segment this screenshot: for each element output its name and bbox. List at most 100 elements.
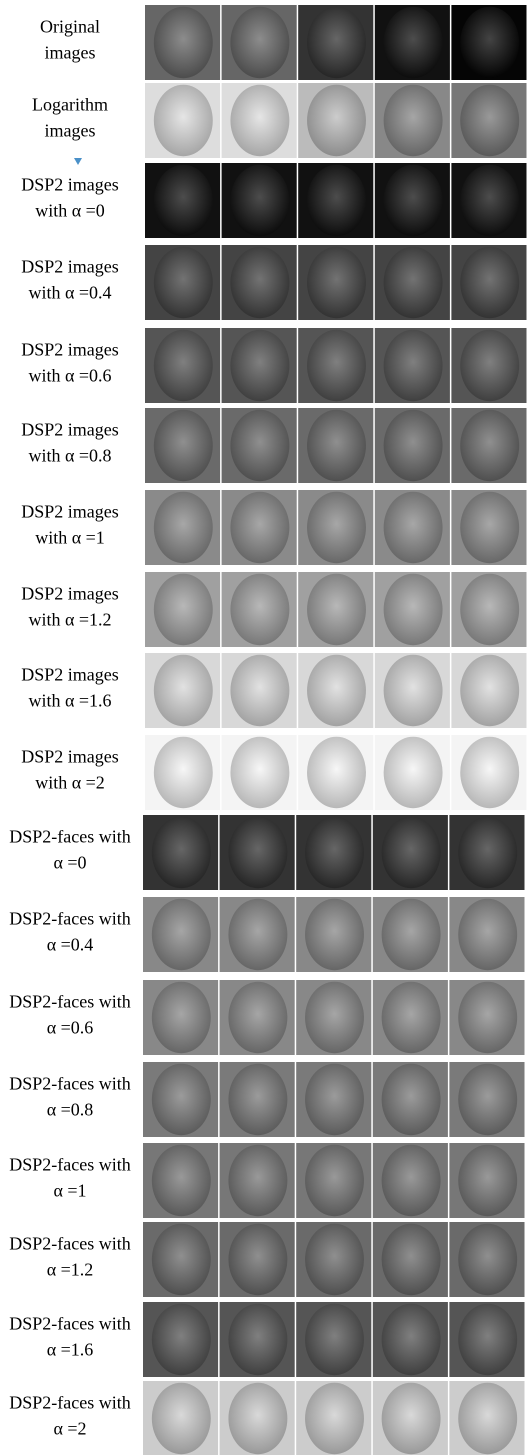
row-label: with α =0.4 bbox=[28, 283, 111, 303]
face-shading bbox=[460, 410, 519, 481]
face-shading bbox=[307, 330, 366, 401]
face-shading bbox=[382, 1064, 441, 1135]
face-shading bbox=[458, 817, 517, 888]
face-shading bbox=[307, 247, 366, 318]
row-label: α =1.6 bbox=[47, 1340, 94, 1360]
face-shading bbox=[384, 574, 443, 645]
face-shading bbox=[230, 330, 289, 401]
face-shading bbox=[305, 1383, 364, 1454]
face-shading bbox=[307, 410, 366, 481]
face-shading bbox=[307, 574, 366, 645]
row-label: DSP2-faces with bbox=[9, 827, 130, 847]
face-shading bbox=[154, 574, 213, 645]
face-shading bbox=[460, 655, 519, 726]
face-shading bbox=[154, 247, 213, 318]
face-shading bbox=[384, 7, 443, 78]
face-shading bbox=[458, 899, 517, 970]
row-label: images bbox=[45, 43, 96, 63]
row-label: DSP2-faces with bbox=[9, 992, 130, 1012]
face-shading bbox=[384, 492, 443, 563]
face-shading bbox=[152, 1383, 211, 1454]
face-shading bbox=[230, 247, 289, 318]
face-shading bbox=[458, 1304, 517, 1375]
face-shading bbox=[230, 655, 289, 726]
face-shading bbox=[154, 410, 213, 481]
row-label: α =0.8 bbox=[47, 1100, 94, 1120]
row-label: DSP2-faces with bbox=[9, 909, 130, 929]
row-label: with α =1.2 bbox=[28, 610, 111, 630]
face-shading bbox=[458, 1064, 517, 1135]
row-label: DSP2-faces with bbox=[9, 1155, 130, 1175]
face-shading bbox=[384, 655, 443, 726]
face-shading bbox=[152, 982, 211, 1053]
face-shading bbox=[230, 492, 289, 563]
row-label: DSP2 images bbox=[21, 502, 119, 522]
face-shading bbox=[460, 7, 519, 78]
face-shading bbox=[154, 165, 213, 236]
face-shading bbox=[382, 1145, 441, 1216]
row-label: α =1 bbox=[53, 1181, 86, 1201]
face-shading bbox=[228, 1064, 287, 1135]
face-shading bbox=[230, 85, 289, 156]
face-shading bbox=[460, 247, 519, 318]
face-shading bbox=[460, 330, 519, 401]
face-shading bbox=[305, 982, 364, 1053]
row-label: α =0.4 bbox=[47, 935, 94, 955]
row-label: α =0.6 bbox=[47, 1018, 94, 1038]
row-label: DSP2-faces with bbox=[9, 1393, 130, 1413]
face-shading bbox=[458, 1224, 517, 1295]
row-label: with α =0.8 bbox=[28, 446, 111, 466]
face-shading bbox=[154, 492, 213, 563]
face-shading bbox=[154, 7, 213, 78]
face-shading bbox=[307, 492, 366, 563]
face-shading bbox=[228, 817, 287, 888]
face-shading bbox=[154, 85, 213, 156]
row-label: with α =1 bbox=[35, 528, 105, 548]
face-shading bbox=[307, 165, 366, 236]
row-label: DSP2-faces with bbox=[9, 1314, 130, 1334]
face-shading bbox=[460, 165, 519, 236]
face-shading bbox=[152, 899, 211, 970]
face-shading bbox=[384, 165, 443, 236]
row-label: with α =1.6 bbox=[28, 691, 111, 711]
face-shading bbox=[230, 737, 289, 808]
face-shading bbox=[307, 737, 366, 808]
face-shading bbox=[460, 737, 519, 808]
row-label: α =2 bbox=[53, 1419, 86, 1439]
face-shading bbox=[382, 817, 441, 888]
face-shading bbox=[460, 574, 519, 645]
face-shading bbox=[307, 85, 366, 156]
face-shading bbox=[228, 899, 287, 970]
face-shading bbox=[152, 1304, 211, 1375]
page: {"figure": {"rows": [ {"label": ["Origin… bbox=[0, 0, 532, 1455]
row-label: DSP2 images bbox=[21, 257, 119, 277]
row-label: DSP2-faces with bbox=[9, 1234, 130, 1254]
face-shading bbox=[154, 330, 213, 401]
row-label: DSP2 images bbox=[21, 175, 119, 195]
row-label: DSP2-faces with bbox=[9, 1074, 130, 1094]
face-shading bbox=[305, 1145, 364, 1216]
face-shading bbox=[382, 1383, 441, 1454]
face-shading bbox=[382, 982, 441, 1053]
face-shading bbox=[230, 410, 289, 481]
row-label: with α =0 bbox=[35, 201, 105, 221]
row-label: DSP2 images bbox=[21, 340, 119, 360]
face-shading bbox=[230, 7, 289, 78]
face-shading bbox=[307, 655, 366, 726]
face-shading bbox=[458, 982, 517, 1053]
face-shading bbox=[384, 85, 443, 156]
face-shading bbox=[154, 737, 213, 808]
face-shading bbox=[152, 817, 211, 888]
figure: OriginalimagesLogarithmimagesDSP2 images… bbox=[0, 0, 532, 1455]
face-shading bbox=[384, 247, 443, 318]
row-label: with α =2 bbox=[35, 773, 105, 793]
face-shading bbox=[384, 737, 443, 808]
row-label: DSP2 images bbox=[21, 420, 119, 440]
face-shading bbox=[307, 7, 366, 78]
face-shading bbox=[228, 1383, 287, 1454]
face-shading bbox=[230, 574, 289, 645]
face-shading bbox=[152, 1064, 211, 1135]
face-shading bbox=[305, 1304, 364, 1375]
face-shading bbox=[305, 817, 364, 888]
face-shading bbox=[384, 410, 443, 481]
